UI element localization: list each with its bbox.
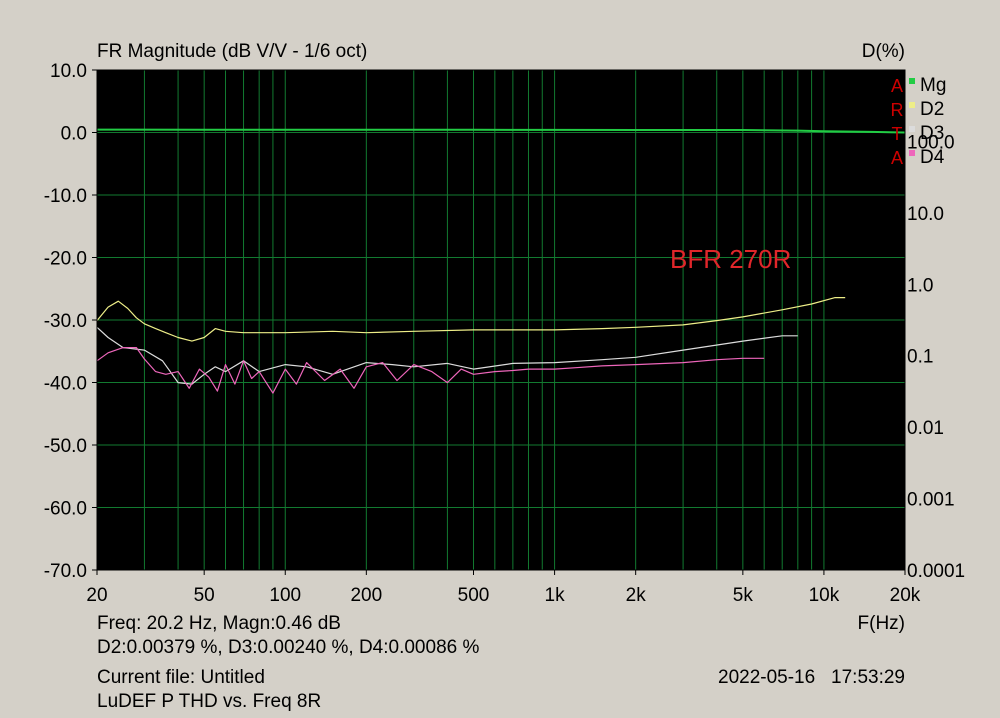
y2-tick-label: 0.0001 xyxy=(907,561,965,582)
y2-tick-label: 0.1 xyxy=(907,347,933,368)
y-tick-label: 10.0 xyxy=(50,61,87,82)
annotation-label: BFR 270R xyxy=(670,244,792,274)
x-tick-label: 5k xyxy=(733,585,754,606)
x-tick-label: 50 xyxy=(194,585,215,606)
plot-frame xyxy=(96,69,906,571)
y-tick-label: -50.0 xyxy=(44,436,87,457)
brand-letter: T xyxy=(892,124,903,144)
brand-letter: A xyxy=(891,76,903,96)
y-tick-label: -40.0 xyxy=(44,374,87,395)
x-tick-label: 10k xyxy=(809,585,840,606)
y-tick-label: -20.0 xyxy=(44,249,87,270)
legend-label-d4: D4 xyxy=(920,147,945,168)
readout-freq-magn: Freq: 20.2 Hz, Magn:0.46 dB xyxy=(97,613,341,634)
readout-distortion: D2:0.00379 %, D3:0.00240 %, D4:0.00086 % xyxy=(97,637,480,658)
y-tick-label: 0.0 xyxy=(61,124,87,145)
timestamp: 2022-05-16 17:53:29 xyxy=(718,667,905,688)
series-line-d2 xyxy=(96,297,846,342)
current-file: Current file: Untitled xyxy=(97,667,265,688)
right-axis-title: D(%) xyxy=(861,41,905,62)
brand-letter: R xyxy=(891,100,904,120)
y2-tick-label: 10.0 xyxy=(907,204,944,225)
y-tick-label: -70.0 xyxy=(44,561,87,582)
y-tick-label: -10.0 xyxy=(44,186,87,207)
legend-label-d3: D3 xyxy=(920,123,944,144)
series-line-mg xyxy=(96,128,906,134)
y2-tick-label: 0.001 xyxy=(907,490,955,511)
legend-label-mg: Mg xyxy=(920,75,946,96)
x-tick-label: 1k xyxy=(545,585,566,606)
brand-letter: A xyxy=(891,148,903,168)
x-tick-label: 2k xyxy=(626,585,647,606)
grid xyxy=(97,70,905,570)
x-tick-label: 200 xyxy=(350,585,382,606)
series-line-d3 xyxy=(96,326,798,385)
series-line-d4 xyxy=(96,347,765,394)
series-layer xyxy=(96,128,906,394)
legend-label-d2: D2 xyxy=(920,99,944,120)
y-tick-label: -60.0 xyxy=(44,499,87,520)
x-tick-label: 20k xyxy=(890,585,921,606)
chart-title: FR Magnitude (dB V/V - 1/6 oct) xyxy=(97,41,368,62)
x-tick-label: 20 xyxy=(86,585,107,606)
y2-tick-label: 1.0 xyxy=(907,275,933,296)
y2-tick-label: 0.01 xyxy=(907,418,944,439)
legend-swatch-d3 xyxy=(909,126,915,132)
legend-swatch-d2 xyxy=(909,102,915,108)
y2-tick-label: 100.0 xyxy=(907,132,955,153)
axis-layer: 10.0 0.0 -10.0 -20.0 -30.0 -40.0 -50.0 -60.0 -70… xyxy=(44,61,965,606)
measurement-description: LuDEF P THD vs. Freq 8R xyxy=(97,691,322,712)
x-axis-label: F(Hz) xyxy=(857,613,905,634)
legend-swatch-mg xyxy=(909,78,915,84)
legend-swatch-d4 xyxy=(909,150,915,156)
x-tick-label: 500 xyxy=(458,585,490,606)
y-tick-label: -30.0 xyxy=(44,311,87,332)
x-tick-label: 100 xyxy=(269,585,301,606)
